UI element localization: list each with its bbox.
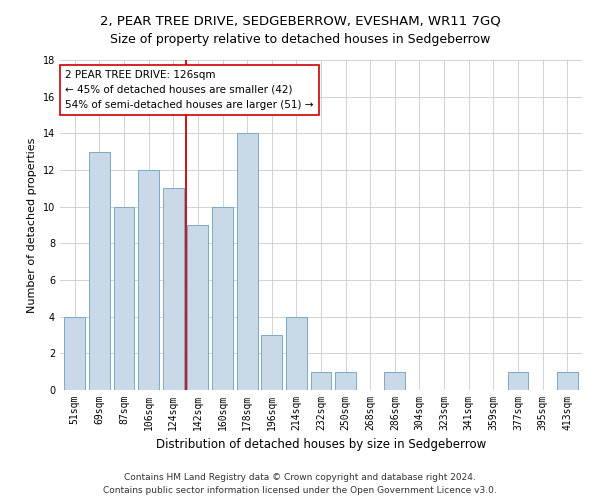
- Bar: [236, 134, 257, 390]
- Bar: [113, 206, 134, 390]
- Bar: [138, 170, 159, 390]
- Text: Contains HM Land Registry data © Crown copyright and database right 2024.
Contai: Contains HM Land Registry data © Crown c…: [103, 474, 497, 495]
- Bar: [311, 372, 331, 390]
- Bar: [64, 316, 85, 390]
- Bar: [335, 372, 356, 390]
- Bar: [557, 372, 578, 390]
- X-axis label: Distribution of detached houses by size in Sedgeberrow: Distribution of detached houses by size …: [156, 438, 486, 452]
- Bar: [212, 206, 233, 390]
- Bar: [163, 188, 184, 390]
- Bar: [508, 372, 529, 390]
- Bar: [261, 335, 282, 390]
- Bar: [385, 372, 406, 390]
- Text: Size of property relative to detached houses in Sedgeberrow: Size of property relative to detached ho…: [110, 32, 490, 46]
- Bar: [286, 316, 307, 390]
- Text: 2, PEAR TREE DRIVE, SEDGEBERROW, EVESHAM, WR11 7GQ: 2, PEAR TREE DRIVE, SEDGEBERROW, EVESHAM…: [100, 15, 500, 28]
- Bar: [187, 225, 208, 390]
- Y-axis label: Number of detached properties: Number of detached properties: [27, 138, 37, 312]
- Bar: [89, 152, 110, 390]
- Text: 2 PEAR TREE DRIVE: 126sqm
← 45% of detached houses are smaller (42)
54% of semi-: 2 PEAR TREE DRIVE: 126sqm ← 45% of detac…: [65, 70, 314, 110]
